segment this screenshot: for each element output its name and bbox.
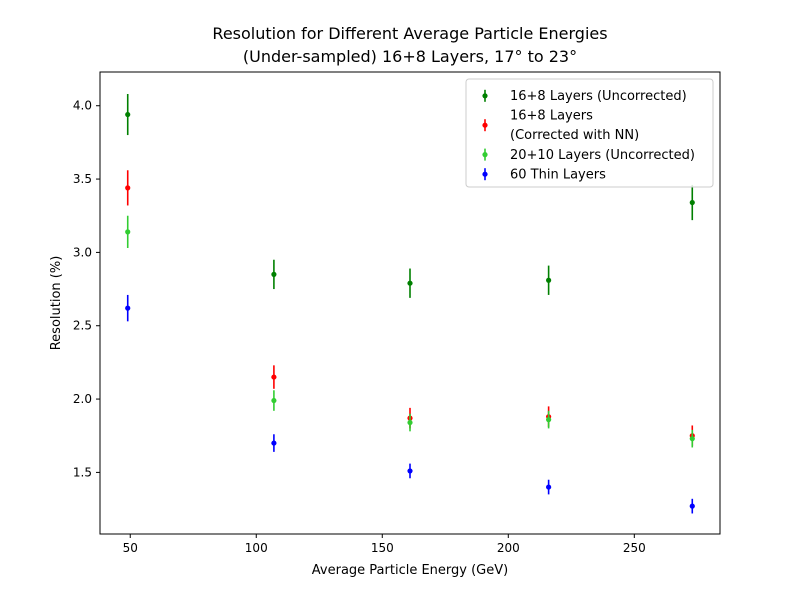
legend-entry-3: 20+10 Layers (Uncorrected)	[482, 148, 695, 163]
chart-title-line1: Resolution for Different Average Particl…	[212, 24, 607, 43]
y-tick-label: 2.5	[73, 319, 92, 333]
y-tick-label: 3.0	[73, 245, 92, 259]
data-point	[271, 440, 277, 446]
legend-entry-2: 16+8 Layers (Corrected with NN)	[482, 109, 639, 143]
legend-label: 16+8 Layers	[510, 109, 593, 124]
legend-label: (Corrected with NN)	[510, 128, 639, 143]
data-point	[689, 199, 695, 206]
x-tick-label: 250	[623, 541, 646, 555]
plot-area	[99, 71, 721, 535]
x-tick-label: 100	[245, 541, 268, 555]
x-axis-label: Average Particle Energy (GeV)	[312, 563, 508, 578]
series-1	[125, 94, 695, 298]
data-point	[271, 374, 277, 380]
data-point	[271, 397, 277, 404]
data-point	[125, 185, 131, 191]
legend-swatch-marker	[482, 152, 488, 158]
data-point	[546, 277, 552, 283]
y-tick-label: 3.5	[73, 172, 92, 186]
y-tick-label: 2.0	[73, 392, 92, 406]
x-tick-label: 150	[371, 541, 394, 555]
y-axis-label: Resolution (%)	[49, 256, 64, 351]
legend-swatch-marker	[482, 171, 488, 177]
legend-swatch-marker	[482, 93, 488, 99]
legend-label: 60 Thin Layers	[510, 167, 606, 182]
y-tick-label: 1.5	[73, 465, 92, 479]
data-point	[407, 280, 413, 286]
data-point	[689, 436, 695, 442]
x-tick-label: 50	[123, 541, 138, 555]
y-axis-ticks: 1.5 2.0 2.5 3.0 3.5 4.0	[73, 99, 100, 479]
plot-frame	[99, 71, 721, 535]
y-tick-label: 4.0	[73, 99, 92, 113]
legend: 16+8 Layers (Uncorrected) 16+8 Layers (Cor…	[465, 78, 714, 188]
data-point	[125, 305, 131, 311]
data-point	[125, 229, 131, 235]
legend-label: 16+8 Layers (Uncorrected)	[510, 89, 687, 104]
x-axis-ticks: 50 100 150 200 250	[123, 534, 646, 555]
legend-label: 20+10 Layers (Uncorrected)	[510, 148, 695, 163]
legend-entry-4: 60 Thin Layers	[482, 167, 606, 182]
series-4	[125, 294, 695, 514]
series-3	[125, 215, 695, 448]
legend-entry-1: 16+8 Layers (Uncorrected)	[482, 89, 687, 104]
data-point	[546, 484, 552, 490]
chart-title-line2: (Under-sampled) 16+8 Layers, 17° to 23°	[243, 47, 577, 66]
data-point	[271, 271, 277, 277]
data-point	[407, 468, 413, 474]
x-tick-label: 200	[497, 541, 520, 555]
data-point	[689, 503, 695, 509]
data-point	[407, 419, 413, 426]
data-point	[546, 417, 552, 423]
data-point	[125, 111, 131, 118]
legend-swatch-marker	[482, 122, 488, 128]
legend-box	[465, 78, 714, 188]
